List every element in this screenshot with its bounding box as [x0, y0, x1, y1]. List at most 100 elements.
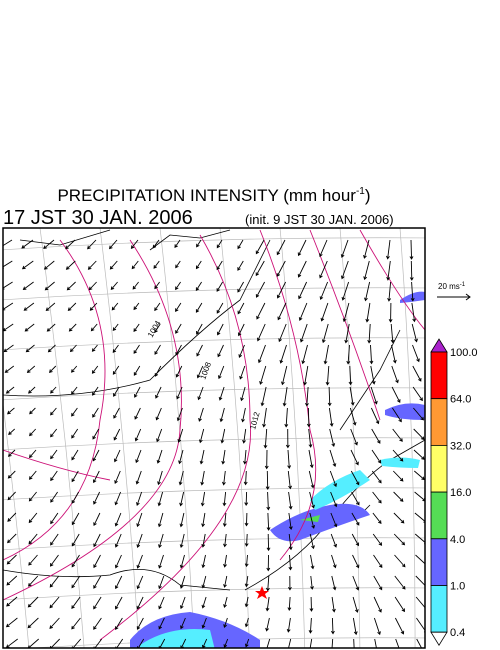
wind-arrow: [134, 407, 141, 420]
wind-arrow: [391, 344, 397, 364]
wind-arrow: [88, 281, 97, 291]
wind-arrow: [265, 575, 270, 592]
wind-arrow: [331, 638, 334, 648]
wind-arrow: [154, 323, 161, 333]
scale-text: 20 ms: [438, 282, 460, 291]
wind-arrow: [319, 260, 328, 279]
wind-arrow: [43, 260, 55, 270]
wind-arrow: [340, 260, 349, 280]
precip-area: [385, 403, 425, 420]
wind-arrow: [309, 638, 313, 648]
wind-arrow: [28, 470, 37, 480]
colorbar-cell: [430, 491, 448, 540]
wind-arrow: [352, 554, 360, 569]
isobar: [309, 229, 381, 421]
wind-arrow: [266, 512, 271, 531]
wind-arrow: [222, 491, 227, 507]
wind-arrow: [255, 260, 265, 277]
wind-arrow: [370, 407, 380, 425]
wind-arrow: [351, 533, 360, 547]
wind-arrow: [278, 323, 287, 343]
wind-arrow: [392, 449, 404, 462]
wind-arrow: [288, 554, 293, 571]
wind-arrow: [71, 617, 81, 630]
wind-arrow: [28, 449, 37, 459]
wind-arrow: [50, 470, 58, 482]
wind-arrow: [198, 428, 205, 444]
wind-arrow: [308, 470, 315, 489]
wind-arrow: [109, 260, 118, 270]
wind-arrow: [352, 575, 360, 591]
wind-arrow: [242, 428, 247, 444]
wind-arrow: [287, 596, 292, 611]
wind-arrow: [265, 617, 270, 632]
isobar: [3, 449, 111, 481]
wind-arrow: [8, 428, 16, 436]
wind-arrow: [303, 365, 309, 386]
wind-arrow: [155, 407, 162, 421]
wind-arrow: [28, 554, 38, 566]
wind-arrow: [220, 428, 226, 444]
wind-arrow: [288, 638, 292, 648]
wind-arrow: [179, 512, 185, 528]
grid-line: [159, 228, 195, 648]
wind-arrow: [346, 344, 351, 365]
wind-arrow: [393, 512, 405, 524]
wind-arrow: [180, 617, 186, 630]
wind-arrow: [3, 302, 14, 311]
wind-arrow: [89, 302, 98, 311]
wind-arrow: [301, 344, 308, 365]
wind-arrow: [6, 575, 18, 586]
wind-arrow: [179, 575, 186, 589]
title-end: ): [365, 186, 371, 205]
wind-arrow: [266, 491, 271, 511]
wind-arrow: [201, 596, 207, 609]
wind-arrow: [218, 386, 225, 401]
wind-arrow: [415, 575, 425, 588]
wind-arrow: [21, 239, 34, 249]
wind-arrow: [179, 596, 186, 610]
wind-arrow: [29, 428, 37, 437]
wind-arrow: [196, 239, 202, 248]
wind-arrow: [240, 386, 246, 402]
wind-arrow: [198, 407, 204, 422]
wind-arrow: [93, 533, 101, 548]
wind-arrow: [112, 365, 120, 375]
wind-arrow: [331, 575, 337, 591]
wind-arrow: [158, 617, 165, 630]
wind-arrow: [69, 344, 77, 353]
wind-arrow: [114, 491, 122, 506]
wind-arrow: [276, 239, 286, 256]
wind-arrow: [22, 281, 34, 291]
scale-arrow: [437, 293, 471, 301]
wind-arrow: [288, 533, 293, 551]
wind-arrow: [244, 491, 249, 507]
wind-arrow: [28, 386, 36, 394]
wind-arrow: [46, 323, 56, 332]
wind-arrow: [415, 554, 425, 567]
wind-arrow: [115, 596, 123, 610]
colorbar-under: [430, 631, 448, 646]
wind-arrow: [297, 239, 307, 257]
wind-arrow: [349, 407, 357, 426]
scale-label: 20 ms-1: [438, 282, 466, 291]
wind-arrow: [92, 386, 99, 396]
wind-arrow: [7, 491, 16, 501]
wind-arrow: [4, 365, 15, 373]
wind-arrow: [341, 281, 350, 301]
wind-arrow: [92, 428, 100, 440]
wind-arrow: [266, 638, 271, 648]
wind-arrow: [411, 323, 418, 343]
colorbar-over: [430, 338, 448, 353]
wind-arrow: [320, 302, 329, 322]
wind-arrow: [67, 302, 77, 312]
wind-arrow: [373, 554, 383, 569]
wind-arrow: [71, 554, 80, 568]
grid-line: [3, 400, 30, 648]
wind-arrow: [27, 596, 39, 608]
wind-arrow: [71, 596, 81, 610]
wind-arrow: [49, 596, 60, 609]
wind-arrow: [411, 302, 417, 323]
wind-arrow: [244, 512, 249, 527]
